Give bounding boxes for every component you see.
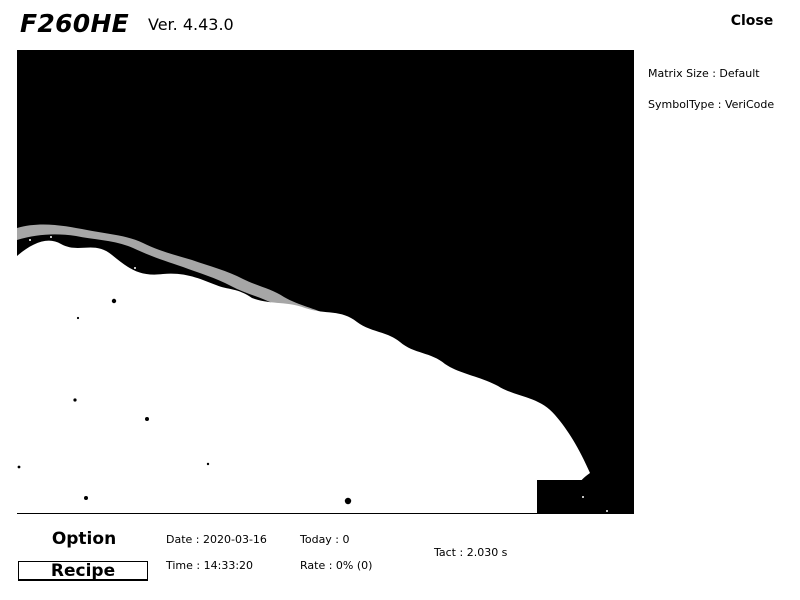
recipe-button[interactable]: Recipe [18,561,148,581]
camera-image-view[interactable] [17,50,634,513]
app-title: F260HE [20,9,130,38]
time-label: Time : 14:33:20 [166,559,254,572]
black-speck-cluster [17,298,352,505]
symbol-info-panel: Matrix Size : Default SymbolType : VeriC… [648,66,793,112]
today-count-label: Today : 0 [300,533,350,546]
symbol-type-label: SymbolType : VeriCode [648,98,775,111]
version-label: Ver. 4.43.0 [148,15,234,34]
date-label: Date : 2020-03-16 [166,533,267,546]
matrix-size-label: Matrix Size : Default [648,67,760,80]
dark-lower-right-noise [537,473,634,513]
white-speck-cluster [29,236,608,512]
option-button[interactable]: Option [19,528,149,550]
tact-time-label: Tact : 2.030 s [434,546,508,559]
close-button[interactable]: Close [724,11,780,31]
rate-label: Rate : 0% (0) [300,559,373,572]
white-image-region [17,240,590,513]
image-bottom-rule [17,513,634,514]
binary-camera-image [17,50,634,513]
